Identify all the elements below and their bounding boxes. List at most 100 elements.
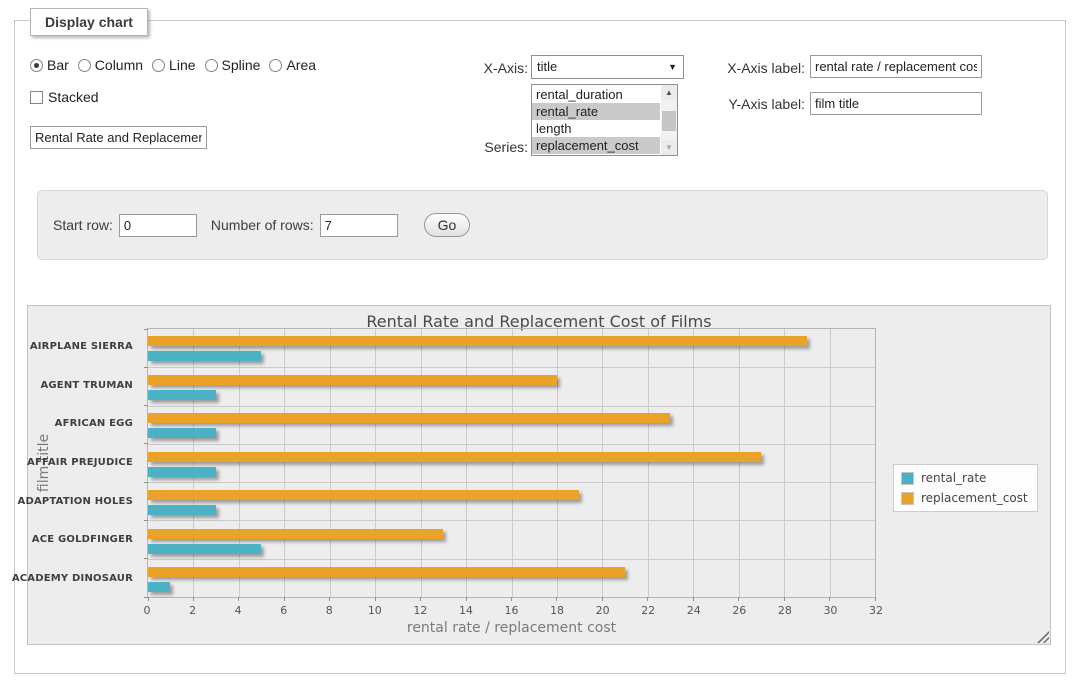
y-axis-tick <box>144 328 148 330</box>
y-axis-tick <box>144 481 148 483</box>
bar-replacement_cost <box>148 374 557 385</box>
chart-type-option-column[interactable]: Column <box>77 57 144 73</box>
bar-rental_rate <box>148 389 216 400</box>
gridline-vertical <box>556 329 558 597</box>
x-tick-label: 30 <box>823 604 838 617</box>
gridline-vertical <box>829 329 831 597</box>
x-tick-label: 18 <box>550 604 565 617</box>
y-axis-tick <box>144 366 148 368</box>
gridline-horizontal <box>148 520 875 522</box>
row-range-panel: Start row: Number of rows: Go <box>37 190 1048 260</box>
x-axis-select[interactable]: title ▼ <box>531 55 684 79</box>
series-listbox-scrollbar[interactable]: ▲ ▼ <box>661 85 677 155</box>
radio-label: Area <box>286 57 317 73</box>
x-axis-tick <box>647 597 649 601</box>
gridline-vertical <box>511 329 513 597</box>
y-axis-tick <box>144 519 148 521</box>
series-option-rental_rate[interactable]: rental_rate <box>532 103 660 120</box>
gridline-vertical <box>738 329 740 597</box>
chart-type-option-line[interactable]: Line <box>152 57 196 73</box>
radio-button-icon[interactable] <box>77 58 91 72</box>
start-row-input[interactable] <box>118 213 197 237</box>
category-label: AFFAIR PREJUDICE <box>27 457 133 468</box>
x-axis-tick <box>147 597 149 601</box>
go-button[interactable]: Go <box>423 213 471 237</box>
chart-container: Rental Rate and Replacement Cost of Film… <box>12 305 1051 645</box>
radio-label: Bar <box>47 57 69 73</box>
bar-rental_rate <box>148 428 216 439</box>
stacked-label: Stacked <box>48 89 99 105</box>
x-axis-tick <box>692 597 694 601</box>
gridline-vertical <box>693 329 695 597</box>
gridline-horizontal <box>148 367 875 369</box>
x-axis-tick <box>192 597 194 601</box>
gridline-horizontal <box>148 405 875 407</box>
x-axis-tick <box>420 597 422 601</box>
fieldset-legend: Display chart <box>30 8 148 36</box>
chart-type-option-spline[interactable]: Spline <box>204 57 261 73</box>
x-tick-label: 12 <box>413 604 428 617</box>
x-axis-tick <box>738 597 740 601</box>
row-range-controls: Start row: Number of rows: Go <box>53 213 471 237</box>
radio-button-icon[interactable] <box>269 58 283 72</box>
scrollbar-up-icon[interactable]: ▲ <box>661 85 677 100</box>
chart-legend: rental_rate replacement_cost <box>893 464 1038 512</box>
chart-title-input[interactable] <box>30 126 207 149</box>
stacked-checkbox-row[interactable]: Stacked <box>30 89 99 105</box>
scrollbar-down-icon[interactable]: ▼ <box>661 140 677 155</box>
radio-label: Column <box>94 57 144 73</box>
x-axis-tick <box>465 597 467 601</box>
gridline-horizontal <box>148 558 875 560</box>
series-option-rental_duration[interactable]: rental_duration <box>536 87 623 102</box>
x-tick-label: 8 <box>325 604 333 617</box>
gridline-vertical <box>329 329 331 597</box>
bar-rental_rate <box>148 543 262 554</box>
resize-handle-icon[interactable] <box>1037 631 1049 643</box>
gridline-vertical <box>420 329 422 597</box>
gridline-vertical <box>375 329 377 597</box>
num-rows-input[interactable] <box>319 213 398 237</box>
gridline-horizontal <box>148 482 875 484</box>
stacked-checkbox[interactable] <box>30 90 43 104</box>
y-axis-tick <box>144 405 148 407</box>
category-label: AGENT TRUMAN <box>40 379 133 391</box>
y-axis-label-input[interactable] <box>810 92 982 115</box>
x-axis-tick <box>783 597 785 601</box>
gridline-vertical <box>784 329 786 597</box>
radio-button-icon[interactable] <box>204 58 218 72</box>
series-listbox[interactable]: rental_duration rental_rate length replacem… <box>531 84 678 156</box>
x-tick-label: 26 <box>732 604 747 617</box>
radio-label: Spline <box>221 57 261 73</box>
bar-rental_rate <box>148 351 262 361</box>
y-axis-tick <box>144 558 148 560</box>
x-tick-label: 6 <box>280 604 288 617</box>
category-label: AIRPLANE SIERRA <box>29 341 133 353</box>
chart-type-option-bar[interactable]: Bar <box>30 57 69 73</box>
x-axis-tick <box>238 597 240 601</box>
legend-label: rental_rate <box>921 471 987 485</box>
legend-item-replacement_cost: replacement_cost <box>901 491 1028 505</box>
x-tick-label: 14 <box>458 604 473 617</box>
x-axis-label-input[interactable] <box>810 55 982 78</box>
legend-swatch-icon <box>901 491 914 505</box>
chart-title: Rental Rate and Replacement Cost of Film… <box>366 312 712 331</box>
radio-label: Line <box>169 57 196 73</box>
bar-replacement_cost <box>148 451 762 462</box>
x-tick-label: 28 <box>777 604 792 617</box>
chart-type-option-area[interactable]: Area <box>269 57 316 73</box>
num-rows-label: Number of rows: <box>210 217 314 233</box>
category-label: AFRICAN EGG <box>54 418 133 430</box>
x-tick-label: 16 <box>504 604 519 617</box>
series-option-length[interactable]: length <box>536 121 572 136</box>
x-axis-tick <box>329 597 331 601</box>
x-axis-tick <box>511 597 512 601</box>
scrollbar-thumb[interactable] <box>662 111 676 131</box>
bar-replacement_cost <box>148 336 807 346</box>
chart-x-tick-labels: 0 2 4 6 8 10 12 14 16 18 20 22 24 26 28 30 32 <box>144 604 884 618</box>
radio-button-icon[interactable] <box>30 58 43 72</box>
series-listbox-label: Series: <box>484 139 528 155</box>
x-tick-label: 32 <box>869 604 883 617</box>
series-option-replacement_cost[interactable]: replacement_cost <box>532 137 660 154</box>
radio-button-icon[interactable] <box>152 58 166 72</box>
